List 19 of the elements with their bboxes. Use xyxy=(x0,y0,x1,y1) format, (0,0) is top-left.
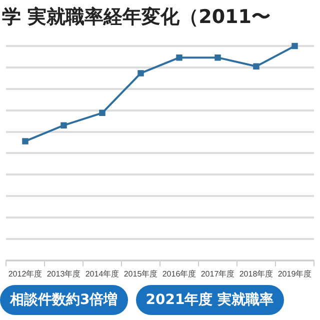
point xyxy=(253,63,260,70)
x-tick-label: 2015年度 xyxy=(124,269,158,278)
point xyxy=(22,138,28,144)
x-tick-label: 2018年度 xyxy=(239,269,274,278)
x-tick-label: 2017年度 xyxy=(200,269,235,278)
text: 2021年度 実就職率 xyxy=(136,285,284,315)
point xyxy=(99,110,106,116)
text: 相談件数約3倍増 xyxy=(0,285,128,315)
point xyxy=(176,54,182,61)
point xyxy=(60,122,67,128)
x-tick-label: 2019年度 xyxy=(278,269,312,278)
point xyxy=(138,70,144,76)
x-tick-label: 2012年度 xyxy=(8,269,42,278)
x-tick-label: 2013年度 xyxy=(46,269,81,278)
point xyxy=(214,54,221,61)
x-tick-label: 2016年度 xyxy=(162,269,196,278)
chart-title: 学 実就職率経年変化（2011〜 xyxy=(2,5,270,30)
x-tick-label: 2014年度 xyxy=(85,269,120,278)
point xyxy=(292,42,298,50)
